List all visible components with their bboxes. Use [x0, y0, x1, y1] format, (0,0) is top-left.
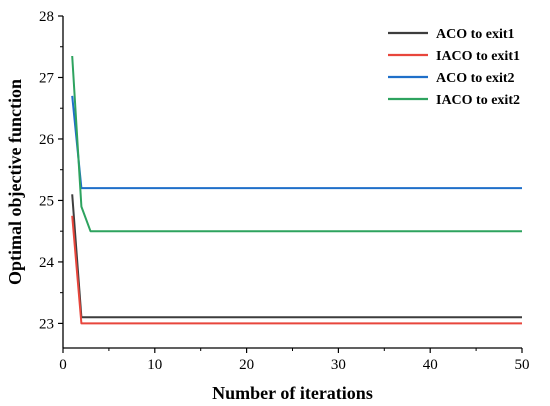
x-tick-label: 30 [331, 357, 346, 373]
y-axis-title: Optimal objective function [5, 79, 25, 285]
y-tick-label: 23 [39, 316, 54, 332]
x-tick-label: 50 [515, 357, 530, 373]
y-tick-label: 27 [39, 70, 55, 86]
legend-item: ACO to exit1 [388, 27, 515, 42]
y-tick-label: 26 [39, 132, 55, 148]
x-axis-title: Number of iterations [212, 383, 373, 403]
legend-label: IACO to exit1 [436, 49, 520, 64]
y-tick-label: 25 [39, 193, 54, 209]
x-tick-label: 10 [147, 357, 162, 373]
series-line-4 [71, 55, 522, 233]
legend-item: IACO to exit2 [388, 93, 520, 108]
legend-label: IACO to exit2 [436, 93, 520, 108]
y-ticks: 23 24 25 26 27 28 [39, 9, 63, 332]
x-ticks: 0 10 20 30 40 50 [59, 348, 530, 373]
series-line-3 [71, 95, 522, 190]
y-tick-label: 28 [39, 9, 54, 25]
plot-lines [71, 55, 522, 325]
legend-label: ACO to exit1 [436, 27, 515, 42]
axes: 0 10 20 30 40 50 23 24 25 26 27 28 [39, 9, 530, 373]
legend-item: ACO to exit2 [388, 71, 515, 86]
series-line-1 [71, 194, 522, 319]
x-tick-label: 20 [239, 357, 254, 373]
y-tick-label: 24 [39, 255, 55, 271]
series-line-2 [71, 215, 522, 325]
legend: ACO to exit1 IACO to exit1 ACO to exit2 … [388, 27, 520, 108]
x-tick-label: 0 [59, 357, 67, 373]
x-tick-label: 40 [423, 357, 438, 373]
legend-item: IACO to exit1 [388, 49, 520, 64]
legend-label: ACO to exit2 [436, 71, 515, 86]
